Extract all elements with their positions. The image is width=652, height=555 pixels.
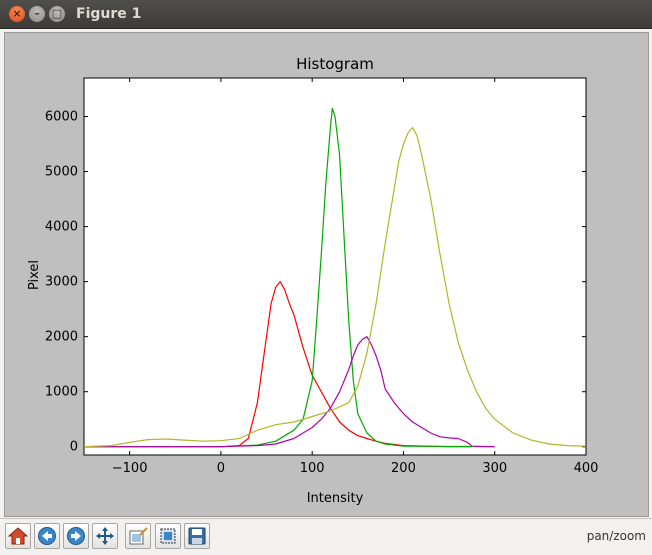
- y-tick-label: 2000: [45, 330, 78, 345]
- forward-button[interactable]: [63, 523, 89, 549]
- axes-background: [83, 77, 587, 456]
- x-tick-label: 0: [217, 461, 225, 476]
- y-tick-label: 5000: [45, 165, 78, 180]
- series-line-2: [84, 336, 495, 448]
- figure-canvas[interactable]: Histogram Intensity Pixel −100 0 100 200 300…: [4, 32, 649, 517]
- maximize-icon[interactable]: □: [49, 6, 65, 22]
- window-title: Figure 1: [76, 6, 142, 22]
- back-button[interactable]: [34, 523, 60, 549]
- x-tick-label: −100: [112, 461, 148, 476]
- x-tick-label: 100: [300, 461, 325, 476]
- zoom-rect-icon: [160, 528, 176, 544]
- y-axis-label: Pixel: [27, 260, 42, 290]
- save-button[interactable]: [184, 523, 210, 549]
- toolbar-status: pan/zoom: [586, 529, 646, 543]
- x-tick-label: 300: [482, 461, 507, 476]
- zoom-rect-button[interactable]: [155, 523, 181, 549]
- configure-subplots-button[interactable]: [125, 523, 151, 549]
- y-tick-label: 3000: [45, 275, 78, 290]
- save-icon: [188, 527, 206, 545]
- y-tick-label: 4000: [45, 220, 78, 235]
- x-tick-label: 200: [391, 461, 416, 476]
- window-titlebar: × – □ Figure 1: [0, 0, 652, 29]
- navigation-toolbar: pan/zoom: [0, 518, 652, 555]
- y-tick-label: 0: [70, 440, 78, 455]
- axis-ticks: −100 0 100 200 300 40001000200030004000500060…: [45, 78, 599, 476]
- series-line-3: [83, 126, 587, 448]
- y-tick-label: 6000: [45, 110, 78, 125]
- x-axis-label: Intensity: [307, 491, 364, 506]
- forward-icon: [67, 527, 85, 545]
- chart-title: Histogram: [296, 55, 374, 73]
- series-lines: [83, 107, 587, 448]
- close-icon[interactable]: ×: [9, 6, 25, 22]
- pan-button[interactable]: [92, 523, 118, 549]
- configure-subplots-icon: [129, 527, 148, 545]
- back-icon: [38, 527, 56, 545]
- y-tick-label: 1000: [45, 385, 78, 400]
- home-icon: [8, 527, 28, 545]
- minimize-icon[interactable]: –: [29, 6, 45, 22]
- series-line-1: [84, 107, 495, 448]
- pan-icon: [96, 527, 114, 545]
- x-tick-label: 400: [574, 461, 599, 476]
- histogram-chart: Histogram Intensity Pixel −100 0 100 200 300…: [27, 55, 599, 506]
- home-button[interactable]: [5, 523, 31, 549]
